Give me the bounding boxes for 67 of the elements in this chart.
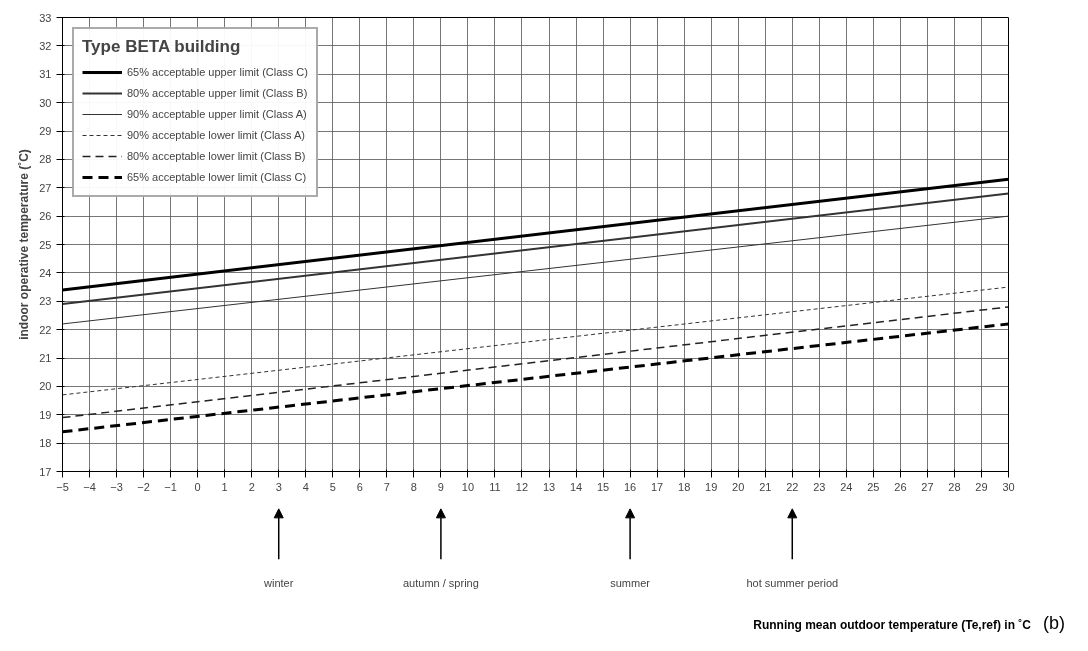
y-tick-label: 33 (39, 11, 52, 24)
text: (b) (1043, 613, 1065, 633)
y-tick-label: 21 (39, 352, 52, 364)
y-tick-label: 25 (39, 238, 52, 251)
x-tick-label: 7 (383, 480, 390, 493)
y-tick-label: 24 (39, 266, 52, 279)
text: hot summer period (746, 577, 839, 590)
x-tick-label: 2 (248, 480, 255, 493)
text: Running mean outdoor temperature (Te,ref) in ˚C (753, 618, 1031, 632)
text: summer (610, 577, 651, 590)
x-tick-label: 11 (489, 480, 501, 493)
x-tick-label: −4 (83, 480, 96, 493)
y-tick-label: 26 (39, 210, 52, 223)
x-tick-label: 6 (356, 480, 363, 493)
x-tick-label: 21 (759, 480, 772, 493)
x-tick-label: 20 (732, 480, 745, 493)
x-tick-label: −2 (137, 480, 150, 493)
legend-label: 65% acceptable lower limit (Class C) (127, 170, 307, 184)
x-tick-label: 0 (194, 480, 201, 493)
y-tick-label: 22 (39, 323, 52, 336)
x-tick-label: 15 (596, 480, 610, 493)
x-tick-label: 26 (894, 480, 907, 493)
x-tick-label: 25 (867, 480, 880, 493)
legend-label: 65% acceptable upper limit (Class C) (127, 65, 308, 79)
y-tick-label: 20 (39, 380, 52, 393)
x-tick-label: 24 (840, 480, 853, 493)
x-tick-label: 29 (975, 480, 988, 493)
x-tick-label: 13 (542, 480, 556, 493)
x-tick-label: 16 (623, 480, 637, 493)
legend-title: Type BETA building (82, 37, 242, 57)
x-tick-label: 8 (410, 480, 417, 493)
x-tick-label: 23 (813, 480, 826, 493)
x-tick-label: 19 (705, 480, 718, 493)
x-tick-label: 4 (302, 480, 309, 493)
x-tick-label: −1 (164, 480, 177, 493)
y-tick-label: 17 (39, 465, 52, 478)
x-tick-label: 12 (515, 480, 529, 493)
x-tick-label: 17 (651, 480, 664, 493)
x-tick-label: 14 (569, 480, 583, 493)
x-tick-label: 1 (221, 480, 228, 493)
text: autumn / spring (402, 577, 479, 590)
x-tick-label: 28 (948, 480, 961, 493)
legend-label: 80% acceptable upper limit (Class B) (127, 86, 308, 100)
y-tick-label: 32 (39, 39, 52, 52)
x-tick-label: −5 (56, 480, 69, 493)
x-tick-label: −3 (110, 480, 123, 493)
y-tick-label: 18 (39, 437, 52, 450)
x-tick-label: 3 (275, 480, 282, 493)
x-tick-label: 27 (921, 480, 934, 493)
x-tick-label: 18 (678, 480, 691, 493)
y-tick-label: 30 (39, 96, 52, 109)
legend-label: 80% acceptable lower limit (Class B) (127, 149, 306, 163)
y-tick-label: 19 (39, 408, 52, 421)
y-tick-label: 31 (39, 68, 52, 81)
y-tick-label: 23 (39, 295, 52, 308)
x-tick-label: 10 (461, 480, 475, 493)
legend-label: 90% acceptable upper limit (Class A) (127, 107, 307, 121)
y-tick-label: 28 (39, 153, 52, 166)
y-tick-label: 27 (39, 181, 52, 194)
y-axis-title: indoor operative temperature (˚C) (17, 149, 32, 340)
x-tick-label: 22 (786, 480, 799, 493)
x-tick-label: 9 (437, 480, 444, 493)
text: winter (263, 577, 294, 590)
legend-label: 90% acceptable lower limit (Class A) (127, 128, 305, 142)
y-tick-label: 29 (39, 125, 52, 137)
x-tick-label: 5 (329, 480, 336, 493)
x-tick-label: 30 (1002, 480, 1015, 493)
